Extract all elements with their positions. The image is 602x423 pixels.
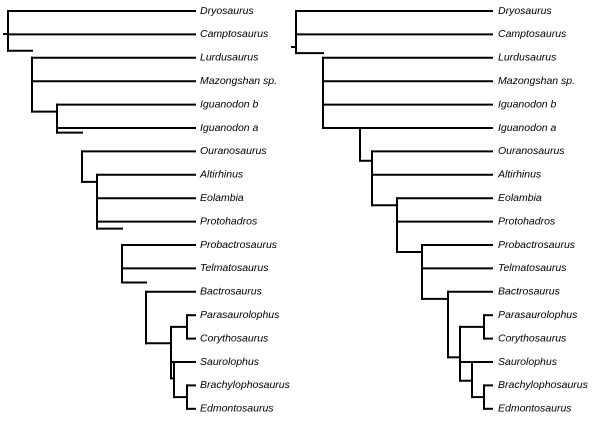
taxon-label: Parasaurolophus [200,309,280,321]
taxon-label: Edmontosaurus [498,403,572,415]
taxon-label: Probactrosaurus [200,239,278,251]
taxon-label: Altirhinus [497,169,542,181]
taxon-label: Iguanodon b [200,98,259,110]
taxon-label: Protohadros [498,215,556,227]
taxon-label: Telmatosaurus [200,262,269,274]
taxon-label: Altirhinus [199,169,244,181]
taxon-label: Dryosaurus [498,5,552,17]
taxon-label: Corythosaurus [498,332,567,344]
taxon-label: Mazongshan sp. [498,75,575,87]
taxon-label: Brachylophosaurus [498,379,589,391]
taxon-label: Iguanodon a [200,122,259,134]
taxon-label: Telmatosaurus [498,262,567,274]
taxon-label: Protohadros [200,215,258,227]
taxon-label: Probactrosaurus [498,239,576,251]
taxon-label: Lurdusaurus [200,52,259,64]
taxon-label: Bactrosaurus [498,286,561,298]
taxon-label: Iguanodon a [498,122,557,134]
taxon-label: Ouranosaurus [200,145,267,157]
taxon-label: Edmontosaurus [200,403,274,415]
taxon-label: Camptosaurus [200,28,269,40]
taxon-label: Saurolophus [498,356,558,368]
taxon-label: Lurdusaurus [498,52,557,64]
taxon-label: Eolambia [498,192,542,204]
taxon-label: Ouranosaurus [498,145,565,157]
taxon-label: Corythosaurus [200,332,269,344]
cladogram-left: Dryosaurus Camptosaurus Lurdusaurus Mazongs… [3,5,291,415]
taxon-label: Saurolophus [200,356,260,368]
taxon-label: Bactrosaurus [200,286,263,298]
cladogram-right: Dryosaurus Camptosaurus Lurdusaurus Mazongs… [291,5,589,415]
taxon-label: Camptosaurus [498,28,567,40]
taxon-label: Mazongshan sp. [200,75,277,87]
taxon-label: Parasaurolophus [498,309,578,321]
taxon-label: Dryosaurus [200,5,254,17]
taxon-label: Eolambia [200,192,244,204]
taxon-label: Brachylophosaurus [200,379,291,391]
taxon-label: Iguanodon b [498,98,557,110]
